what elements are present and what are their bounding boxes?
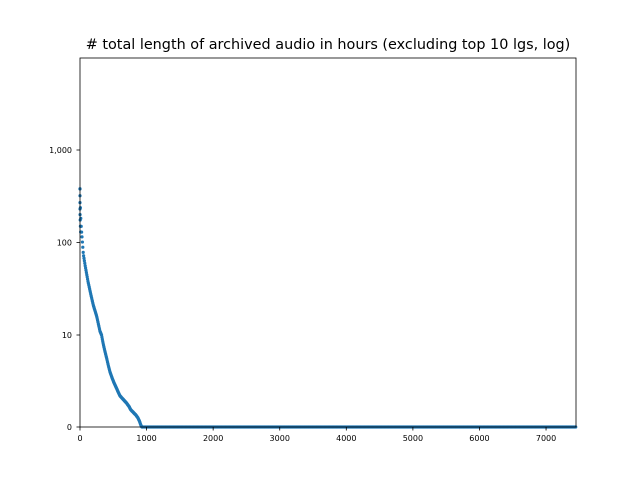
series-layer <box>78 187 578 429</box>
data-point <box>80 240 84 244</box>
y-tick-label: 1,000 <box>49 146 72 155</box>
x-tick-label: 7000 <box>536 434 556 443</box>
x-tick-label: 5000 <box>403 434 423 443</box>
data-point <box>83 261 87 265</box>
y-tick-label: 100 <box>57 239 72 248</box>
data-point <box>82 256 86 260</box>
chart-title: # total length of archived audio in hour… <box>86 37 571 53</box>
y-axis: 0 10 100 1,000 <box>49 146 80 432</box>
data-point <box>81 250 85 254</box>
x-tick-label: 2000 <box>203 434 223 443</box>
data-point <box>81 245 85 249</box>
x-tick-label: 3000 <box>270 434 290 443</box>
data-point <box>80 235 84 239</box>
y-tick-label: 10 <box>62 331 72 340</box>
x-tick-label: 1000 <box>136 434 156 443</box>
x-tick-label: 0 <box>77 434 82 443</box>
data-point <box>82 259 86 263</box>
plot-frame <box>79 57 577 428</box>
data-point <box>79 230 83 234</box>
y-tick-label: 0 <box>67 423 72 432</box>
data-point <box>82 254 86 258</box>
x-axis: 0 1000 2000 3000 4000 5000 6000 7000 <box>77 427 556 443</box>
x-tick-label: 6000 <box>469 434 489 443</box>
x-tick-label: 4000 <box>336 434 356 443</box>
